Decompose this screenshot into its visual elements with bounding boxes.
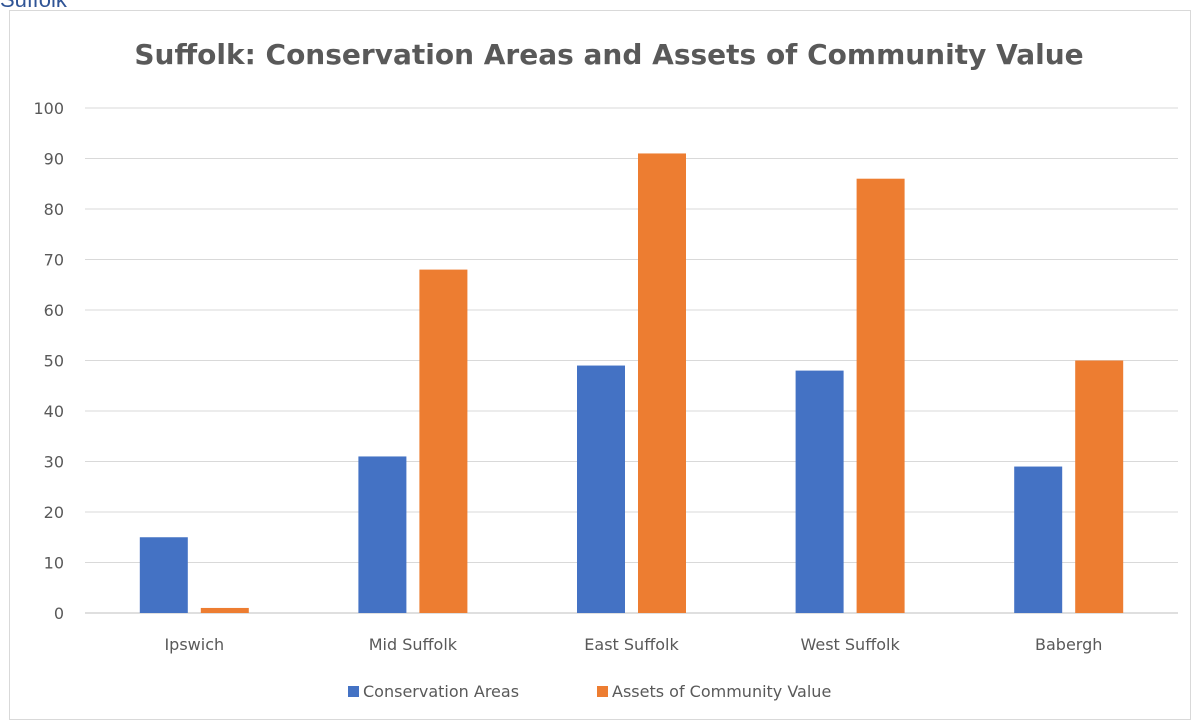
y-tick-label: 10 [44,554,64,573]
y-tick-label: 60 [44,301,64,320]
y-tick-label: 20 [44,503,64,522]
bar-conservation-areas [1014,466,1063,613]
bar-assets-of-community-value [419,269,468,613]
x-tick-label: West Suffolk [800,635,900,654]
bar-assets-of-community-value [1075,360,1124,613]
x-tick-label: East Suffolk [584,635,679,654]
legend-label: Assets of Community Value [612,682,831,701]
bar-assets-of-community-value [856,178,905,613]
x-tick-label: Babergh [1035,635,1102,654]
y-tick-label: 40 [44,402,64,421]
bar-conservation-areas [358,456,407,613]
y-tick-label: 50 [44,352,64,371]
x-axis-tick-labels: Ipswich Mid Suffolk East Suffolk West Suffo… [164,635,1102,654]
bar-assets-of-community-value [638,153,686,613]
page-heading: Suffolk [0,0,67,12]
bar-conservation-areas [139,537,188,613]
y-axis-tick-labels: 0 10 20 30 40 50 60 70 80 90 100 [33,99,64,623]
x-tick-label: Ipswich [164,635,224,654]
y-tick-label: 100 [33,99,64,118]
y-tick-label: 90 [44,150,64,169]
bar-assets-of-community-value [200,607,249,613]
y-tick-label: 70 [44,251,64,270]
legend: Conservation Areas Assets of Community Va… [348,682,831,701]
bars [139,153,1124,613]
x-tick-label: Mid Suffolk [369,635,458,654]
y-tick-label: 30 [44,453,64,472]
bar-conservation-areas [577,365,625,613]
bar-conservation-areas [795,370,844,613]
y-tick-label: 0 [54,604,64,623]
chart-title: Suffolk: Conservation Areas and Assets o… [134,38,1083,71]
legend-label: Conservation Areas [363,682,519,701]
gridlines [85,107,1178,614]
legend-swatch [597,686,608,697]
legend-swatch [348,686,359,697]
y-tick-label: 80 [44,200,64,219]
